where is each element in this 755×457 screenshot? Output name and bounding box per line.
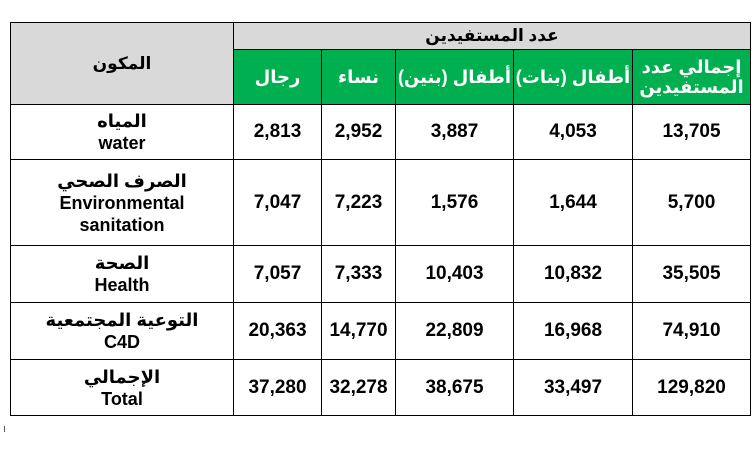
women-cell: 7,223	[321, 159, 396, 246]
table-row: الإجمالي Total 37,280 32,278 38,675 33,4…	[10, 359, 751, 416]
col-header-men: رجال	[233, 49, 322, 105]
table-row: الصرف الصحي Environmental sanitation 7,0…	[10, 159, 751, 246]
component-header: المكون	[10, 22, 234, 105]
total-cell: 35,505	[632, 245, 751, 303]
component-ar: الإجمالي	[83, 366, 161, 387]
component-ar: الصحة	[94, 253, 150, 273]
men-cell: 20,363	[233, 302, 322, 360]
component-cell: الصحة Health	[10, 245, 234, 303]
beneficiaries-header: عدد المستفيدين	[233, 22, 751, 50]
component-ar: التوعية المجتمعية	[45, 310, 199, 330]
table-row: التوعية المجتمعية C4D 20,363 14,770 22,8…	[10, 302, 751, 360]
girls-cell: 33,497	[513, 359, 633, 416]
beneficiaries-table-container: المكون عدد المستفيدين رجال نساء أطفال (ب…	[10, 22, 751, 416]
girls-cell: 4,053	[513, 104, 633, 160]
component-en: water	[98, 133, 146, 153]
component-cell: الصرف الصحي Environmental sanitation	[10, 159, 234, 246]
component-en: Health	[94, 275, 150, 295]
boys-cell: 3,887	[395, 104, 514, 160]
component-cell: الإجمالي Total	[10, 359, 234, 416]
component-en: Environmental sanitation	[59, 192, 185, 235]
total-cell: 13,705	[632, 104, 751, 160]
boys-cell: 10,403	[395, 245, 514, 303]
men-cell: 7,057	[233, 245, 322, 303]
component-en: Total	[101, 388, 143, 409]
girls-cell: 10,832	[513, 245, 633, 303]
component-en: C4D	[103, 332, 140, 352]
women-cell: 7,333	[321, 245, 396, 303]
men-cell: 2,813	[233, 104, 322, 160]
component-cell: المياه water	[10, 104, 234, 160]
total-cell: 5,700	[632, 159, 751, 246]
col-header-girls: أطفال (بنات)	[513, 49, 633, 105]
table-row: الصحة Health 7,057 7,333 10,403 10,832 3…	[10, 245, 751, 303]
component-ar: المياه	[97, 111, 147, 131]
page-edge-mark	[4, 426, 5, 432]
boys-cell: 38,675	[395, 359, 514, 416]
component-cell: التوعية المجتمعية C4D	[10, 302, 234, 360]
women-cell: 14,770	[321, 302, 396, 360]
total-cell: 129,820	[632, 359, 751, 416]
girls-cell: 1,644	[513, 159, 633, 246]
beneficiaries-table: المكون عدد المستفيدين رجال نساء أطفال (ب…	[10, 22, 751, 416]
component-ar: الصرف الصحي	[57, 170, 187, 191]
boys-cell: 22,809	[395, 302, 514, 360]
girls-cell: 16,968	[513, 302, 633, 360]
col-header-total: إجمالي عدد المستفيدين	[632, 49, 751, 105]
col-header-women: نساء	[321, 49, 396, 105]
women-cell: 2,952	[321, 104, 396, 160]
boys-cell: 1,576	[395, 159, 514, 246]
table-row: المياه water 2,813 2,952 3,887 4,053 13,…	[10, 104, 751, 160]
men-cell: 7,047	[233, 159, 322, 246]
men-cell: 37,280	[233, 359, 322, 416]
col-header-boys: أطفال (بنين)	[395, 49, 514, 105]
total-cell: 74,910	[632, 302, 751, 360]
women-cell: 32,278	[321, 359, 396, 416]
